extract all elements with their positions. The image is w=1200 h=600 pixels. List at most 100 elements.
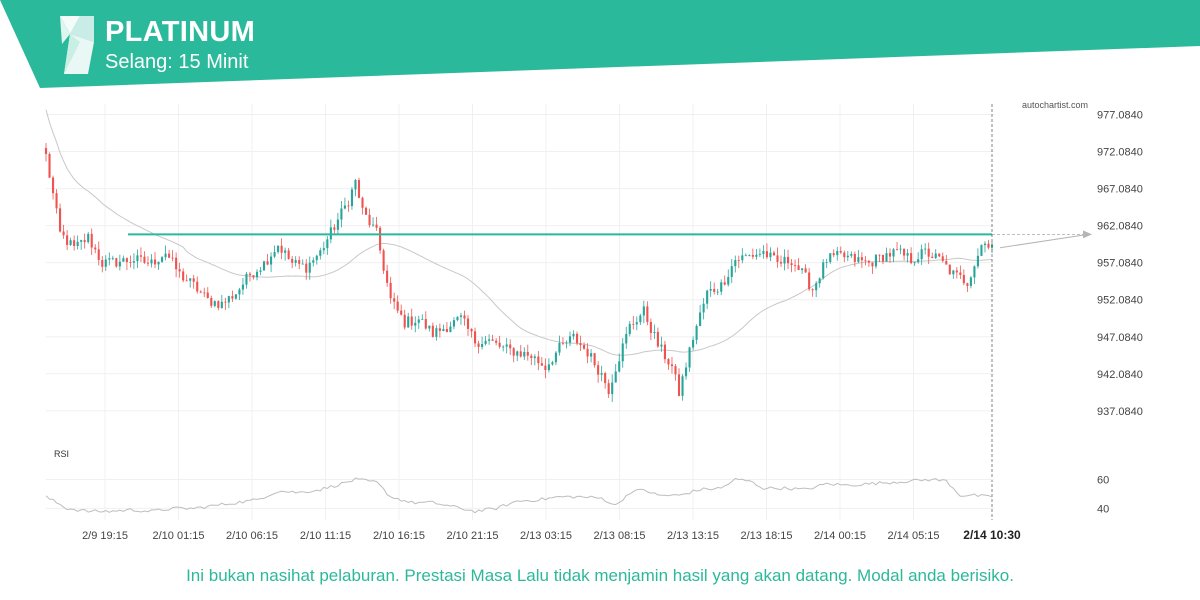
candle-body [484, 340, 487, 345]
rsi-tick-label: 60 [1097, 474, 1109, 486]
time-tick-label: 2/13 13:15 [667, 530, 719, 542]
candle-body [790, 263, 793, 266]
candle [44, 143, 48, 162]
candle-body [572, 333, 575, 337]
candle-body [772, 252, 776, 256]
candle-body [561, 342, 565, 344]
candle [488, 334, 491, 345]
candle [48, 152, 51, 178]
candle-body [336, 219, 339, 230]
candle-body [962, 274, 965, 284]
candle-body [646, 306, 649, 323]
candle [284, 247, 287, 261]
candle-body [477, 343, 480, 347]
candle-body [505, 344, 508, 347]
candle [125, 257, 128, 271]
candle [199, 290, 202, 294]
candle-body [832, 253, 835, 256]
candle [558, 335, 561, 356]
candle [62, 224, 65, 239]
candle [234, 294, 237, 300]
candle-body [252, 275, 255, 278]
candle-body [934, 253, 937, 258]
candle-body [741, 255, 744, 261]
candle [407, 312, 410, 328]
candle [87, 231, 90, 244]
price-axis: 977.0840 972.0840 967.0840 962.0840 957.0840… [1097, 109, 1143, 417]
candle [583, 342, 586, 350]
candle [860, 252, 863, 268]
candle [709, 281, 712, 297]
candle [336, 212, 339, 235]
candle [681, 374, 684, 401]
candle-body [758, 253, 761, 255]
candle-body [794, 265, 797, 266]
candle-body [976, 255, 979, 267]
candle-body [308, 262, 311, 273]
candle-body [755, 254, 758, 257]
moving-average [45, 109, 993, 356]
candle-body [688, 347, 691, 368]
candle-body [410, 316, 413, 326]
candle [832, 249, 835, 258]
candle [878, 254, 881, 262]
candle [164, 245, 167, 261]
candle [101, 256, 104, 273]
time-tick-label: 2/10 06:15 [226, 530, 278, 542]
candle [871, 262, 874, 274]
candle [270, 252, 273, 273]
candle [723, 275, 726, 286]
price-tick-label: 967.0840 [1097, 184, 1143, 196]
candle [526, 344, 529, 361]
candle-body [157, 261, 160, 265]
candle [660, 336, 663, 352]
time-tick-label: 2/14 05:15 [888, 530, 940, 542]
candle-body [748, 254, 751, 256]
candle-body [860, 257, 863, 261]
candle [241, 277, 244, 295]
candle [765, 243, 768, 259]
candle-body [357, 180, 361, 198]
candle [737, 255, 740, 269]
candle-body [516, 351, 519, 356]
rsi-line [45, 477, 993, 514]
candle-body [435, 328, 438, 337]
candle [484, 335, 487, 346]
candle [867, 260, 870, 267]
candle [734, 255, 737, 273]
candle [755, 248, 758, 260]
price-tick-label: 952.0840 [1097, 295, 1143, 307]
candle-body [600, 373, 603, 375]
candle-body [80, 240, 83, 242]
candle-body [906, 253, 909, 256]
candle [748, 254, 751, 257]
candle [51, 175, 55, 200]
candle-body [945, 260, 948, 265]
candle-body [488, 339, 491, 341]
candle [779, 255, 783, 267]
candle [129, 255, 132, 268]
candle [175, 252, 178, 278]
candle [597, 361, 600, 383]
candle-body [322, 248, 325, 251]
candle [604, 371, 607, 389]
candle-body [248, 273, 252, 276]
candle-body [663, 344, 666, 360]
candle-body [329, 227, 332, 240]
candle-body [445, 328, 448, 333]
candle [769, 247, 772, 262]
candle-body [565, 342, 568, 344]
candle [111, 255, 114, 261]
candle-body [903, 248, 906, 256]
candle-body [593, 353, 596, 366]
candle-body [224, 301, 227, 303]
candle-body [801, 268, 804, 271]
candle-body [618, 361, 621, 372]
candle [262, 260, 266, 271]
candle-body [983, 243, 987, 246]
candle-body [846, 255, 849, 258]
candle-body [255, 271, 259, 278]
candle-body [871, 262, 874, 267]
watermark-label: autochartist.com [1022, 100, 1088, 110]
candle-body [210, 297, 213, 306]
